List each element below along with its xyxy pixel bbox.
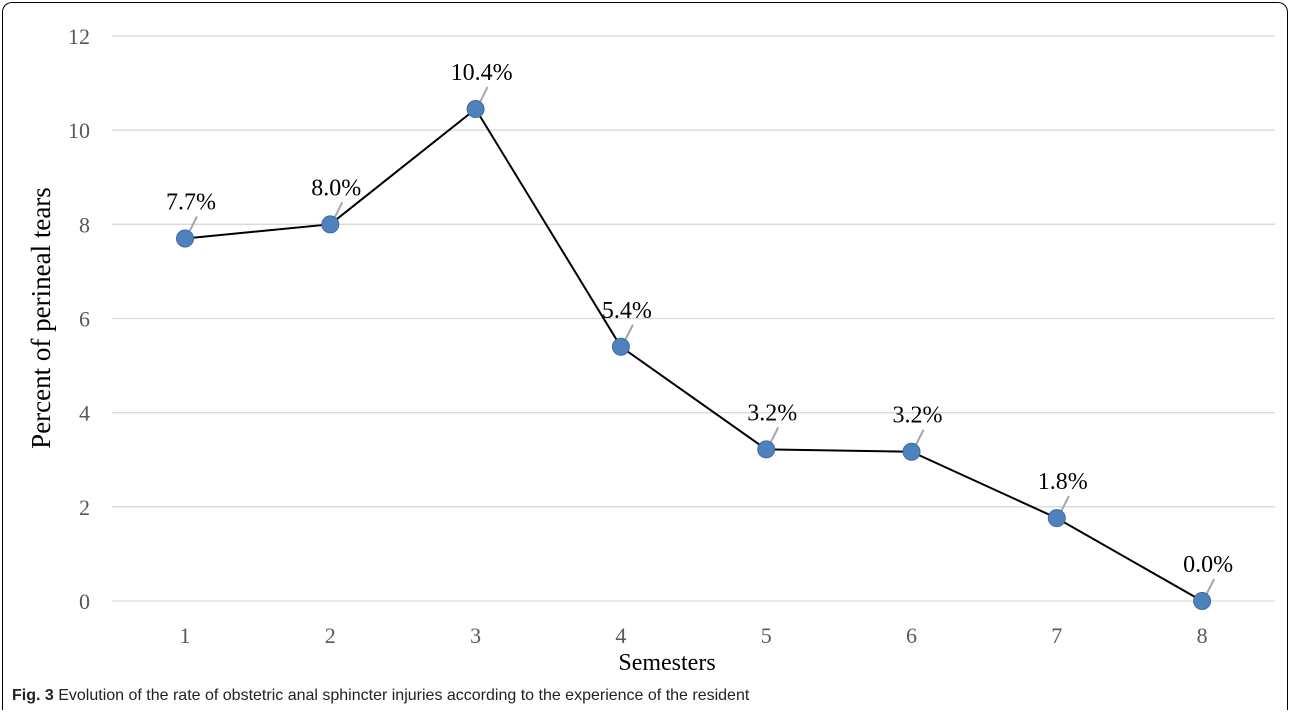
leader-line <box>478 86 489 104</box>
series-polyline <box>184 107 1203 602</box>
x-tick-label: 5 <box>761 623 772 648</box>
data-point <box>902 442 921 461</box>
y-tick-label: 10 <box>68 118 90 143</box>
leader-line <box>1205 578 1215 596</box>
data-point <box>757 440 776 459</box>
data-point <box>176 229 194 248</box>
leader-line <box>914 429 925 447</box>
data-label: 3.2% <box>747 400 797 426</box>
leader-line <box>333 201 344 219</box>
y-tick-label: 6 <box>79 307 90 332</box>
data-point <box>1047 509 1066 528</box>
leader-line <box>188 216 198 233</box>
data-label: 10.4% <box>451 60 513 86</box>
y-tick-label: 12 <box>68 24 90 49</box>
y-tick-label: 2 <box>79 495 90 520</box>
data-label: 1.8% <box>1038 469 1088 495</box>
x-tick-label: 3 <box>470 623 481 648</box>
y-axis-label: Percent of perineal tears <box>26 187 56 449</box>
x-tick-label: 8 <box>1197 623 1208 648</box>
data-point <box>321 215 340 234</box>
figure-caption: Fig. 3 Evolution of the rate of obstetri… <box>12 687 749 705</box>
caption-label: Fig. 3 <box>12 687 54 704</box>
leader-line <box>624 324 634 342</box>
data-label: 8.0% <box>311 175 361 201</box>
data-points <box>176 99 1212 610</box>
data-point <box>1193 592 1212 610</box>
x-axis-label: Semesters <box>618 650 715 676</box>
caption-text: Evolution of the rate of obstetric anal … <box>53 687 750 704</box>
leader-line <box>1059 495 1070 513</box>
data-point <box>611 337 630 356</box>
x-tick-label: 1 <box>180 623 191 648</box>
data-label: 7.7% <box>166 189 216 215</box>
data-label: 0.0% <box>1183 552 1233 578</box>
x-axis-ticks: 1 2 3 4 5 6 7 8 <box>180 623 1208 648</box>
leader-lines <box>188 86 1215 596</box>
y-tick-label: 8 <box>79 212 90 237</box>
data-label: 3.2% <box>893 403 943 429</box>
leader-line <box>769 426 780 444</box>
gridlines <box>112 35 1275 602</box>
x-tick-label: 4 <box>615 623 626 648</box>
series-line <box>184 107 1203 602</box>
data-labels: 7.7% 8.0% 10.4% 5.4% 3.2% 3.2% 1.8% 0.0% <box>166 60 1233 578</box>
y-tick-label: 0 <box>79 589 90 614</box>
x-tick-label: 6 <box>906 623 917 648</box>
x-tick-label: 7 <box>1051 623 1062 648</box>
x-tick-label: 2 <box>325 623 336 648</box>
y-tick-label: 4 <box>79 401 90 426</box>
data-label: 5.4% <box>602 298 652 324</box>
y-axis-ticks: 0 2 4 6 8 10 12 <box>68 24 90 614</box>
data-point <box>466 99 485 118</box>
